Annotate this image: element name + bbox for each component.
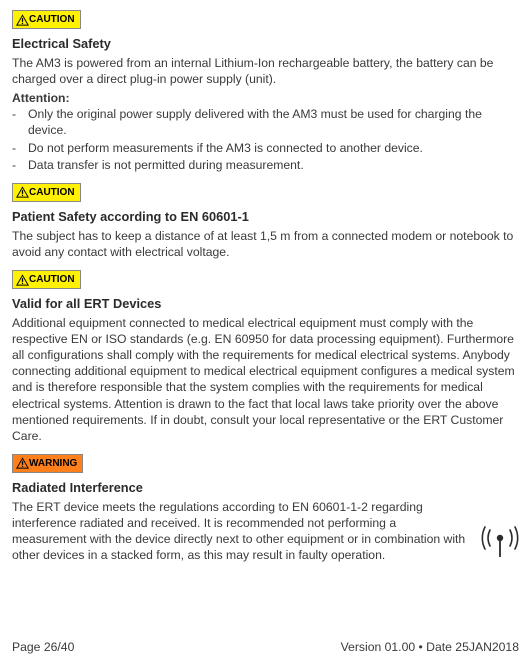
- section-body: The ERT device meets the regulations acc…: [12, 499, 469, 563]
- caution-label-text: CAUTION: [29, 186, 75, 199]
- caution-label: CAUTION: [12, 10, 81, 29]
- section-body: The AM3 is powered from an internal Lith…: [12, 55, 519, 87]
- section-heading: Valid for all ERT Devices: [12, 296, 519, 313]
- page-footer: Page 26/40 Version 01.00 • Date 25JAN201…: [12, 639, 519, 655]
- attention-heading: Attention:: [12, 90, 519, 106]
- radio-waves-icon: [479, 517, 521, 559]
- caution-label-text: CAUTION: [29, 13, 75, 26]
- section-heading: Electrical Safety: [12, 36, 519, 53]
- section-body-wrap: The ERT device meets the regulations acc…: [12, 499, 519, 563]
- section-heading: Radiated Interference: [12, 480, 519, 497]
- caution-label: CAUTION: [12, 183, 81, 202]
- caution-label: CAUTION: [12, 270, 81, 289]
- caution-label-text: CAUTION: [29, 273, 75, 286]
- list-item: Data transfer is not permitted during me…: [12, 157, 519, 173]
- section-electrical-safety: CAUTION Electrical Safety The AM3 is pow…: [12, 10, 519, 173]
- section-body: The subject has to keep a distance of at…: [12, 228, 519, 260]
- section-body: Additional equipment connected to medica…: [12, 315, 519, 444]
- footer-page: Page 26/40: [12, 639, 74, 655]
- section-heading: Patient Safety according to EN 60601-1: [12, 209, 519, 226]
- list-item: Only the original power supply delivered…: [12, 106, 519, 138]
- section-patient-safety: CAUTION Patient Safety according to EN 6…: [12, 183, 519, 260]
- warning-label: WARNING: [12, 454, 83, 473]
- footer-version: Version 01.00 • Date 25JAN2018: [341, 639, 519, 655]
- warning-triangle-icon: [16, 14, 29, 26]
- warning-triangle-icon: [16, 457, 29, 469]
- section-ert-devices: CAUTION Valid for all ERT Devices Additi…: [12, 270, 519, 444]
- warning-triangle-icon: [16, 186, 29, 198]
- attention-list: Only the original power supply delivered…: [12, 106, 519, 172]
- list-item: Do not perform measurements if the AM3 i…: [12, 140, 519, 156]
- warning-triangle-icon: [16, 274, 29, 286]
- section-radiated-interference: WARNING Radiated Interference The ERT de…: [12, 454, 519, 563]
- warning-label-text: WARNING: [29, 457, 77, 470]
